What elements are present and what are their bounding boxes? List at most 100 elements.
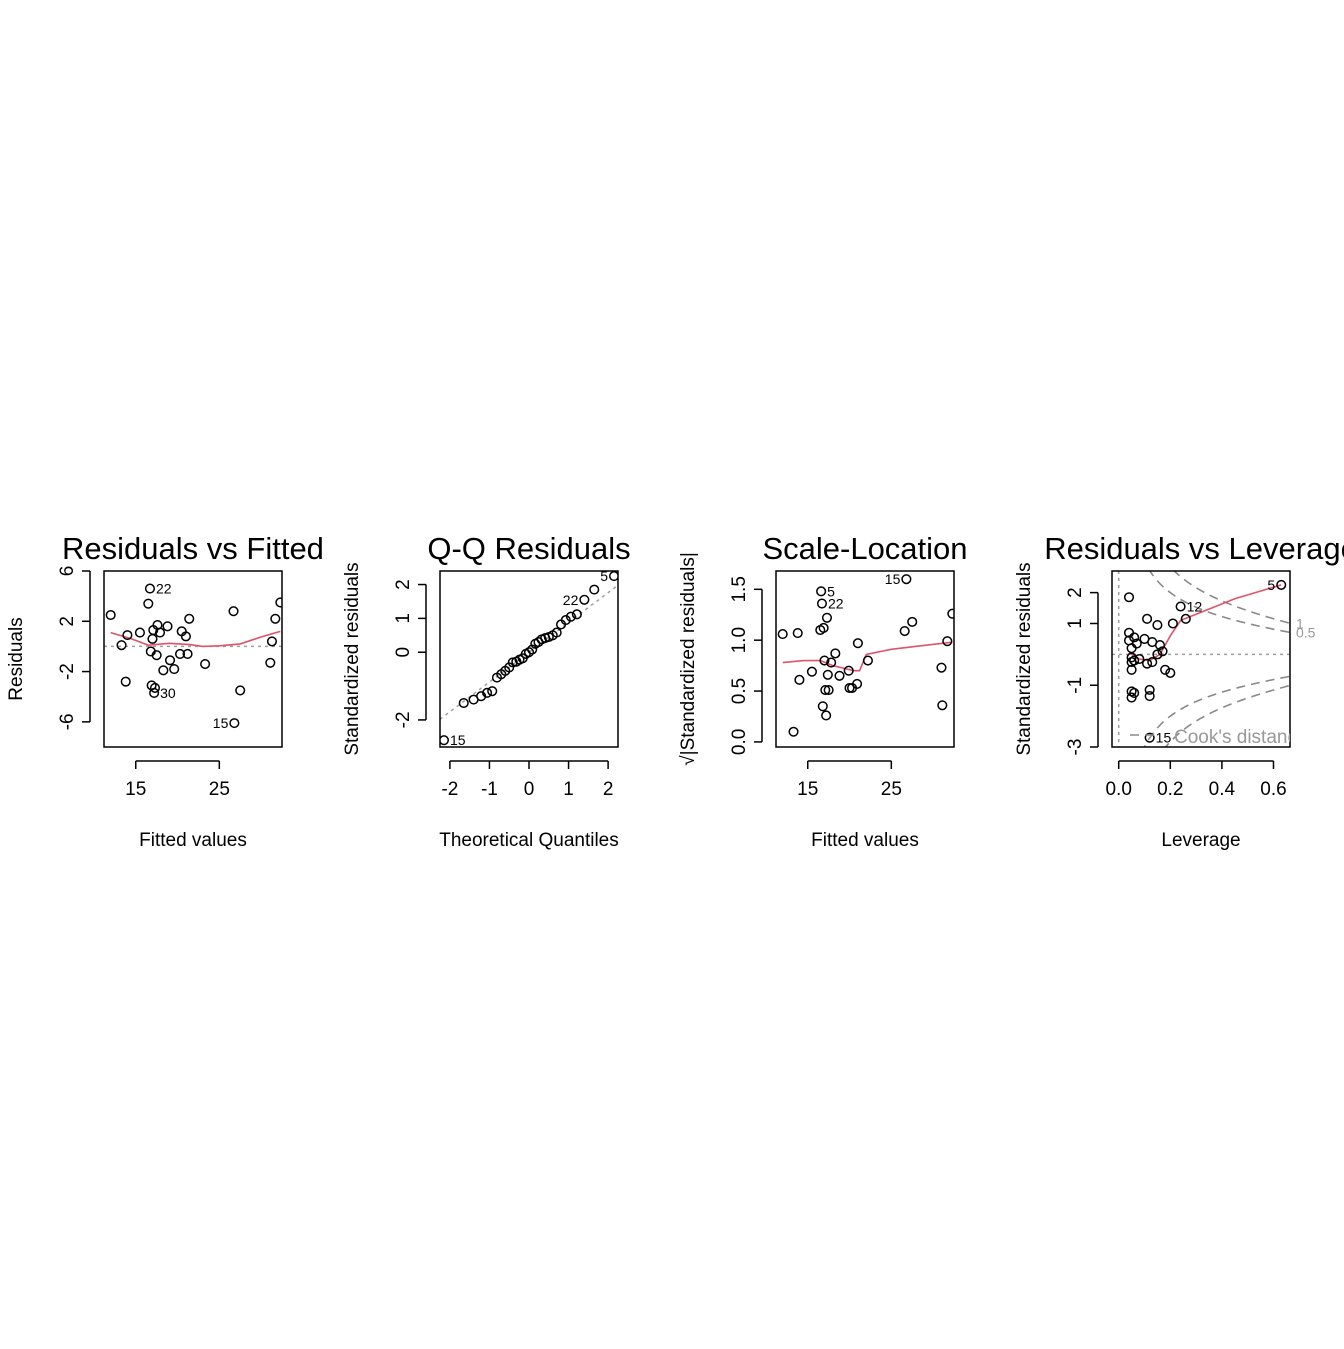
data-point <box>120 676 131 687</box>
panel-title: Residuals vs Leverage <box>1044 531 1344 566</box>
panel-title: Scale-Location <box>762 531 967 566</box>
data-point <box>777 629 788 640</box>
data-point <box>143 598 154 609</box>
data-point <box>899 625 910 637</box>
cooks-level-label: 1 <box>1296 615 1304 631</box>
data-point <box>788 726 799 737</box>
data-point <box>1126 664 1137 675</box>
data-point <box>817 701 828 712</box>
data-point <box>266 636 278 647</box>
data-point <box>823 684 834 696</box>
data-point <box>816 598 828 609</box>
plot-frame <box>103 570 283 748</box>
data-point <box>122 630 133 641</box>
plot-area <box>777 574 954 737</box>
data-point <box>149 687 160 698</box>
data-point <box>1175 601 1186 612</box>
data-point <box>862 655 873 666</box>
y-tick-label: -6 <box>57 713 78 730</box>
data-point <box>834 670 845 681</box>
data-point <box>907 616 918 627</box>
y-tick-label: 1.0 <box>729 627 750 653</box>
y-tick-label: -1 <box>1065 677 1086 694</box>
plot-area <box>440 571 618 746</box>
data-point <box>1129 655 1140 666</box>
data-point <box>158 665 169 676</box>
data-point <box>830 648 841 659</box>
y-axis-label: Standardized residuals <box>1014 562 1035 755</box>
x-tick-label: 15 <box>797 779 818 800</box>
y-tick-label: 1 <box>1065 618 1086 629</box>
data-point <box>1154 640 1166 651</box>
data-point <box>527 644 538 655</box>
data-point <box>560 615 571 626</box>
data-point <box>440 735 450 746</box>
data-point <box>1123 592 1135 603</box>
data-point <box>154 627 166 638</box>
x-tick-label: 0 <box>524 779 535 800</box>
y-tick-label: -3 <box>1065 739 1086 756</box>
data-point <box>164 655 176 666</box>
data-point <box>458 697 469 709</box>
data-point <box>571 609 582 620</box>
data-point <box>482 687 493 698</box>
cooks-distance-contour-lower <box>1143 675 1290 747</box>
data-point <box>816 586 827 597</box>
data-point <box>1129 632 1140 643</box>
plot-area <box>1112 571 1290 747</box>
data-point <box>1165 667 1176 678</box>
data-point <box>947 608 954 619</box>
plot-frame <box>1111 570 1291 748</box>
data-point <box>1180 613 1191 624</box>
point-label: 22 <box>156 581 172 597</box>
data-point <box>1131 638 1142 649</box>
data-point <box>821 710 832 721</box>
y-axis-label: √|Standardized residuals| <box>678 552 699 766</box>
data-point <box>174 648 186 660</box>
data-point <box>105 609 116 621</box>
data-point <box>487 686 498 697</box>
y-axis-label: Residuals <box>6 617 27 700</box>
point-label: 30 <box>160 685 176 701</box>
data-point <box>843 665 854 676</box>
point-label: 22 <box>828 596 844 612</box>
data-point <box>1142 613 1153 624</box>
data-point <box>147 633 158 644</box>
smoother-line <box>1128 584 1282 662</box>
y-tick-label: 0 <box>393 647 414 658</box>
data-point <box>1144 732 1155 743</box>
smoother-line <box>782 641 953 672</box>
data-point <box>794 674 805 685</box>
point-label: 15 <box>450 732 466 748</box>
data-point <box>826 657 837 668</box>
x-tick-label: -1 <box>481 779 498 800</box>
data-point <box>1157 646 1168 657</box>
x-tick-label: 15 <box>125 779 146 800</box>
smoother-line <box>110 630 281 648</box>
point-label: 15 <box>1156 730 1172 746</box>
y-tick-label: 2 <box>1065 587 1086 598</box>
data-point <box>1126 643 1137 654</box>
panel-residuals-vs-leverage: Residuals vs Leverage Leverage Standardi… <box>1014 531 1344 851</box>
data-point <box>523 647 535 658</box>
plot-frame <box>775 570 955 748</box>
data-point <box>565 611 576 622</box>
cooks-legend: Cook's distance <box>1130 727 1290 747</box>
data-point <box>169 664 180 675</box>
data-point <box>1152 649 1163 660</box>
data-point <box>820 684 831 696</box>
data-point <box>1160 664 1171 675</box>
data-point <box>180 631 191 642</box>
x-axis-label: Leverage <box>1161 830 1240 851</box>
x-tick-label: 0.2 <box>1157 779 1183 800</box>
panel-scale-location: Scale-Location Fitted values √|Standardi… <box>678 531 968 851</box>
data-point <box>852 678 863 689</box>
data-point <box>151 650 162 661</box>
data-point <box>235 685 246 696</box>
data-point <box>792 628 803 639</box>
data-point <box>507 657 518 668</box>
panel-residuals-vs-fitted: Residuals vs Fitted Fitted values Residu… <box>6 531 324 851</box>
data-point <box>228 606 239 617</box>
data-point <box>819 655 830 666</box>
